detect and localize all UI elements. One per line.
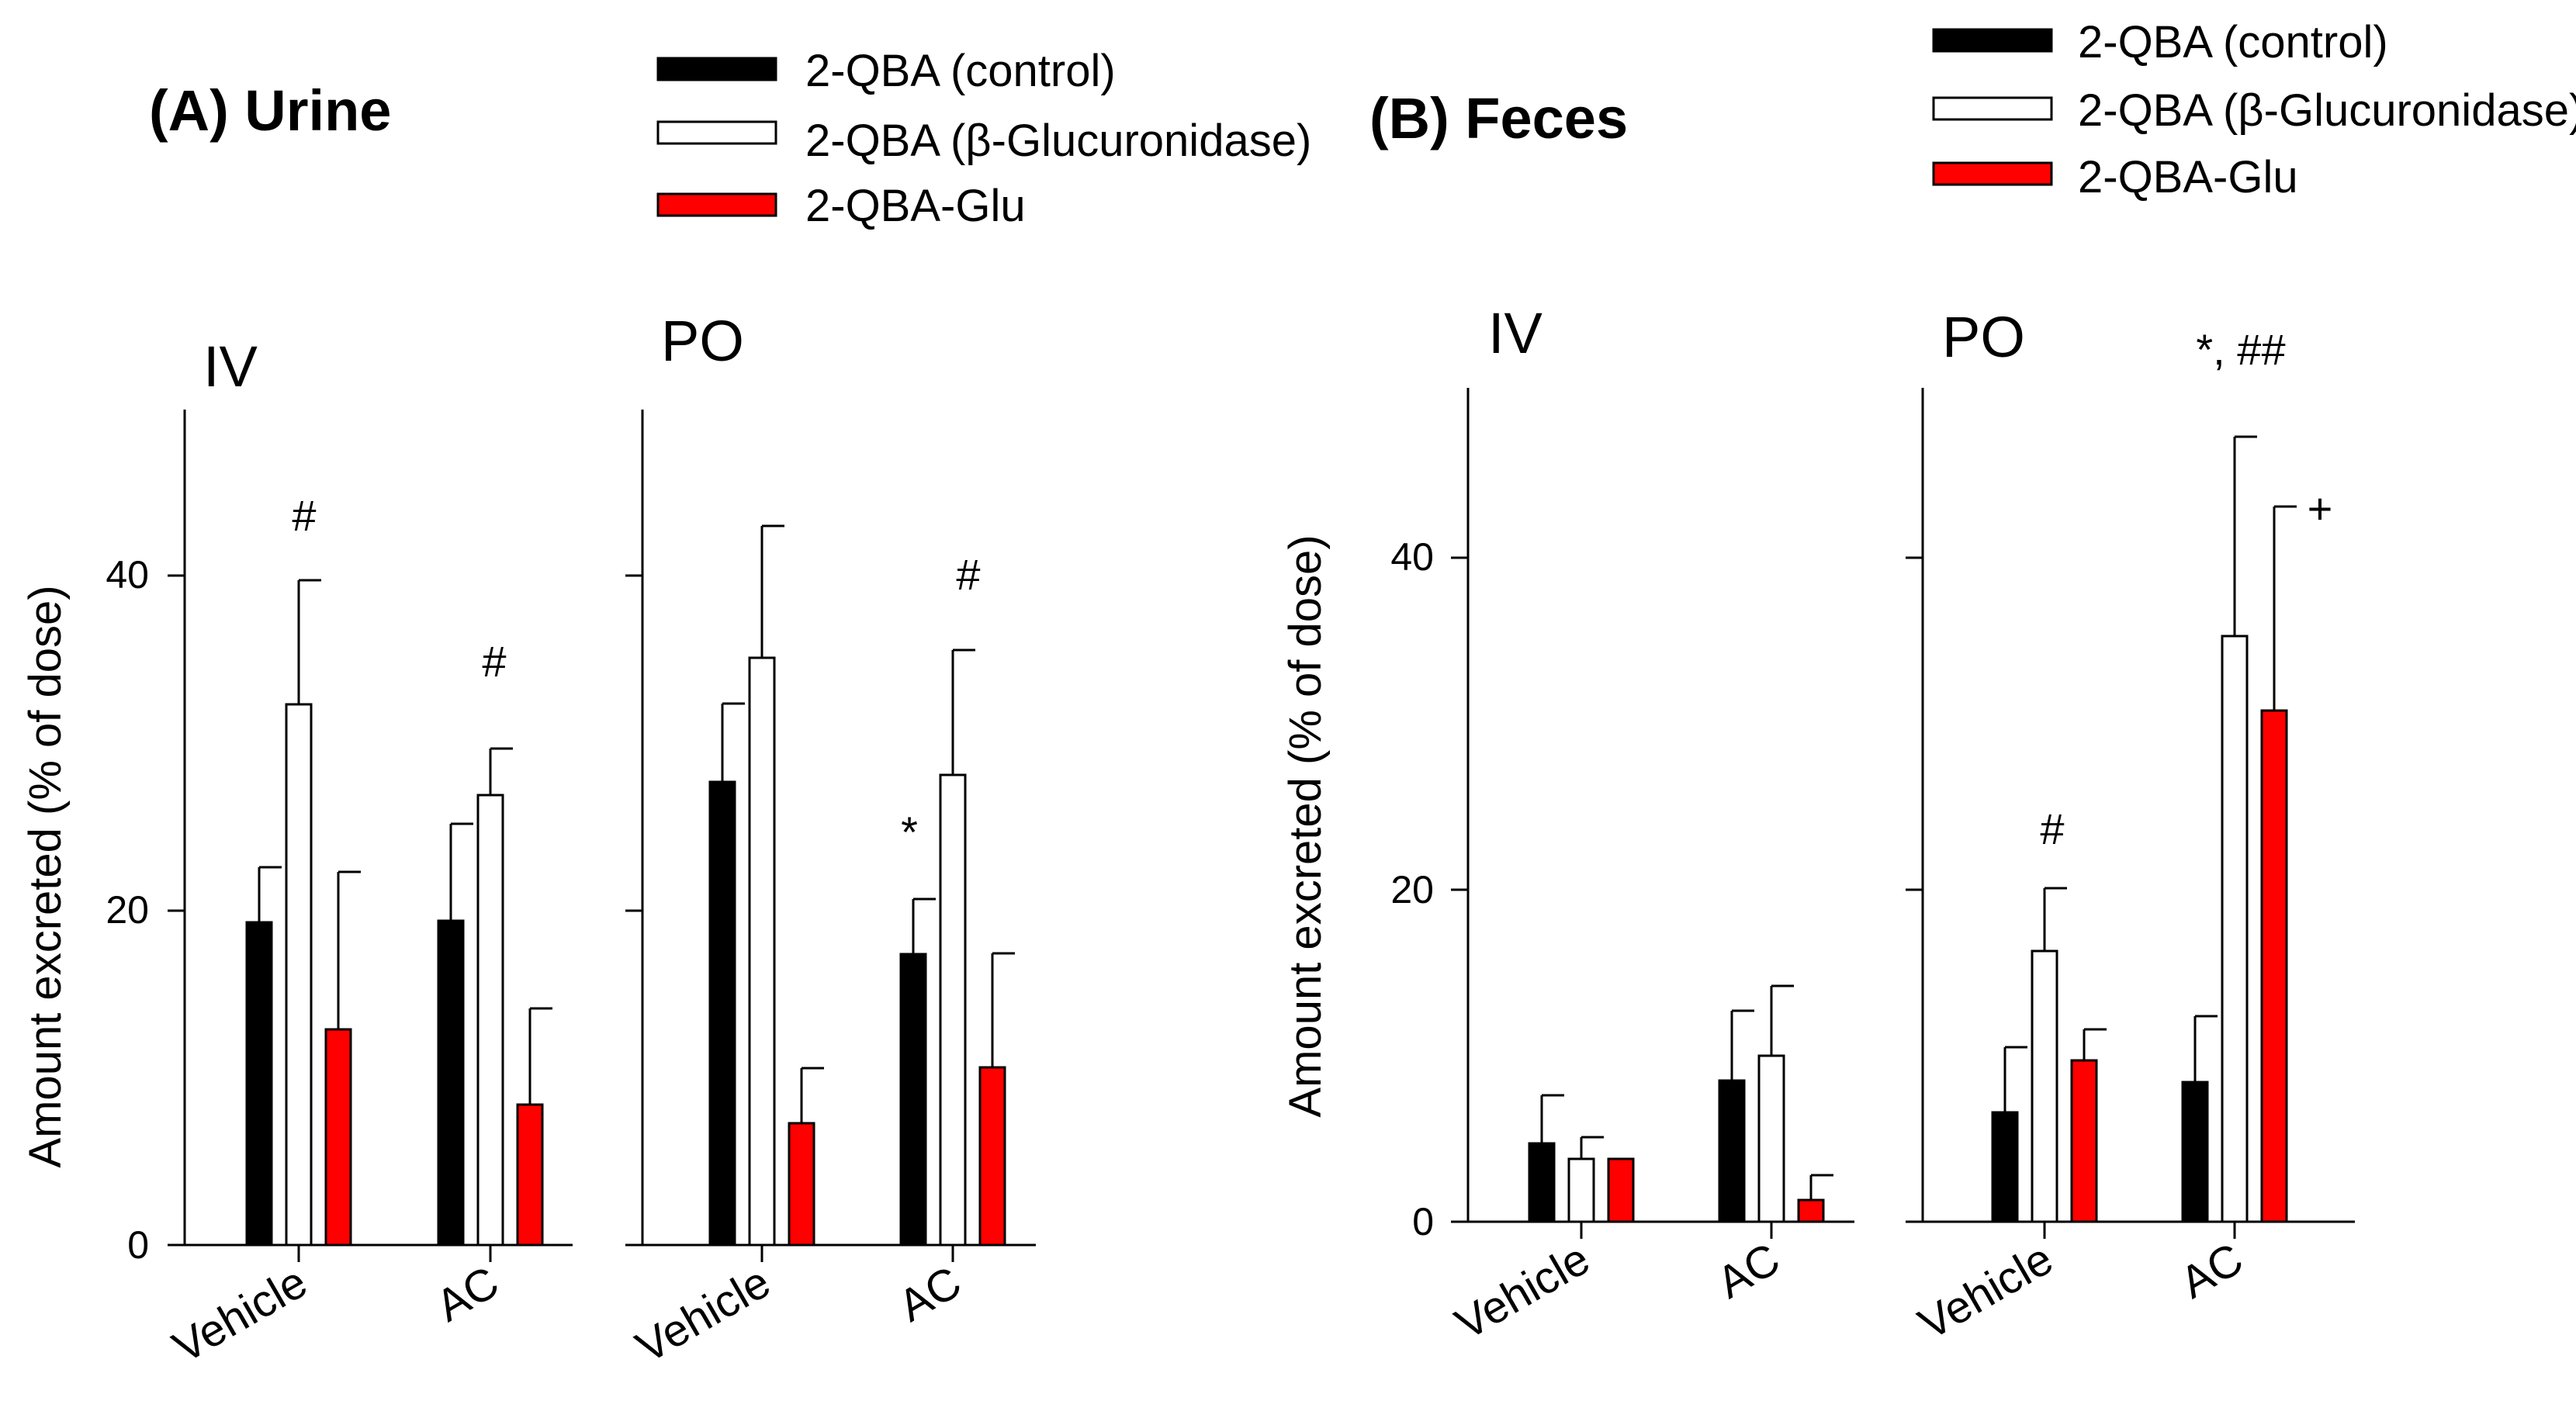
bar-iv-vehicle-glu	[324, 1028, 352, 1247]
bar-po-ac-enzyme	[939, 773, 967, 1247]
panel-a-y-axis-label: Amount excreted (% of dose)	[20, 585, 71, 1167]
panel-a-po-bars	[708, 656, 1006, 1247]
panel-a-y-ticks: 0 20 40	[106, 553, 149, 1267]
panel-b-y-axis-label: Amount excreted (% of dose)	[1280, 534, 1331, 1117]
legend-b-label-enzyme: 2-QBA (β-Glucuronidase)	[2078, 85, 2576, 136]
bar-iv-vehicle-enzyme	[285, 703, 313, 1247]
legend-b-swatch-enzyme	[1932, 96, 2053, 121]
bar-iv-ac-control	[437, 919, 465, 1247]
xtick-label-a-iv-ac: AC	[428, 1257, 507, 1332]
xtick-label-b-iv-ac: AC	[1709, 1233, 1788, 1309]
bar-po-vehicle-enzyme	[748, 656, 776, 1247]
bar-b-po-ac-control	[2181, 1081, 2209, 1223]
bar-b-po-vehicle-glu	[2070, 1059, 2098, 1223]
panel-a-iv-plot: # # Vehicle AC	[164, 410, 573, 1373]
legend-b-swatch-control	[1932, 28, 2053, 53]
bar-b-iv-ac-control	[1718, 1079, 1746, 1223]
panel-a-po-title: PO	[661, 309, 744, 373]
bar-b-po-ac-enzyme	[2221, 635, 2249, 1223]
legend-a-label-control: 2-QBA (control)	[805, 46, 1116, 96]
bar-b-po-vehicle-control	[1991, 1111, 2019, 1223]
bar-po-vehicle-glu	[788, 1122, 815, 1247]
panel-a-iv-title: IV	[203, 334, 258, 399]
panel-b-po-error-bars	[2003, 435, 2297, 1112]
bar-iv-vehicle-control	[245, 921, 273, 1247]
xtick-label-b-po-ac: AC	[2172, 1233, 2251, 1309]
panel-a-po-plot: * # Vehicle AC	[625, 410, 1036, 1373]
panel-b-y-ticks: 0 20 40	[1390, 535, 1434, 1243]
bar-b-po-vehicle-enzyme	[2031, 949, 2058, 1223]
xtick-label-b-po-vehicle: Vehicle	[1910, 1233, 2061, 1350]
legend-b-label-control: 2-QBA (control)	[2078, 17, 2388, 67]
bar-po-vehicle-control	[708, 780, 736, 1247]
panel-b-ytick-40: 40	[1390, 535, 1434, 579]
panel-b-title: (B) Feces	[1369, 86, 1628, 150]
bar-po-ac-control	[899, 953, 927, 1247]
legend-b: 2-QBA (control) 2-QBA (β-Glucuronidase) …	[1932, 17, 2576, 202]
legend-b-swatch-glu	[1932, 161, 2053, 186]
legend-a-label-enzyme: 2-QBA (β-Glucuronidase)	[805, 116, 1311, 166]
bar-b-iv-vehicle-glu	[1607, 1157, 1635, 1223]
bar-iv-ac-glu	[516, 1103, 544, 1247]
bar-b-iv-vehicle-enzyme	[1567, 1157, 1595, 1223]
panel-a-ytick-40: 40	[106, 553, 149, 597]
legend-a-label-glu: 2-QBA-Glu	[805, 181, 1026, 231]
legend-a-swatch-glu	[656, 192, 777, 217]
annotation-iv-ac-enzyme: #	[482, 637, 506, 686]
legend-a: 2-QBA (control) 2-QBA (β-Glucuronidase) …	[656, 46, 1311, 231]
bar-iv-ac-enzyme	[476, 794, 504, 1247]
annotation-b-po-ac-enzyme: *, ##	[2196, 325, 2285, 374]
annotation-po-ac-control: *	[901, 808, 918, 856]
panel-b-ytick-0: 0	[1412, 1200, 1434, 1243]
panel-b-iv-plot: Vehicle AC	[1447, 388, 1854, 1350]
panel-b-iv-error-bars	[1540, 984, 1833, 1200]
panel-a-ytick-0: 0	[127, 1223, 149, 1267]
xtick-label-a-po-ac: AC	[890, 1257, 969, 1332]
bar-b-iv-vehicle-control	[1528, 1142, 1556, 1223]
legend-b-label-glu: 2-QBA-Glu	[2078, 152, 2298, 202]
bar-po-ac-glu	[978, 1066, 1006, 1247]
annotation-po-ac-enzyme: #	[956, 550, 980, 599]
legend-a-swatch-enzyme	[656, 120, 777, 145]
panel-b-po-plot: # *, ## + Vehicle AC	[1906, 325, 2355, 1350]
panel-a-ytick-20: 20	[106, 888, 149, 932]
panel-a: (A) Urine 2-QBA (control) 2-QBA (β-Glucu…	[20, 46, 1311, 1373]
bar-b-iv-ac-enzyme	[1757, 1054, 1785, 1223]
panel-b-po-title: PO	[1942, 305, 2025, 369]
panel-b-iv-title: IV	[1488, 301, 1543, 365]
xtick-label-a-iv-vehicle: Vehicle	[164, 1257, 315, 1373]
panel-b-po-bars	[1991, 635, 2288, 1223]
panel-b-ytick-20: 20	[1390, 868, 1434, 911]
annotation-b-po-vehicle-enzyme: #	[2040, 804, 2064, 853]
panel-a-title: (A) Urine	[149, 78, 391, 143]
panel-a-po-error-bars	[721, 524, 1015, 1123]
annotation-iv-vehicle-enzyme: #	[292, 491, 316, 540]
legend-a-swatch-control	[656, 57, 777, 81]
bar-b-po-ac-glu	[2260, 709, 2288, 1223]
panel-a-iv-error-bars	[258, 579, 552, 1105]
annotation-b-po-ac-glu: +	[2308, 484, 2333, 533]
panel-b-iv-bars	[1528, 1054, 1825, 1223]
xtick-label-a-po-vehicle: Vehicle	[628, 1257, 778, 1373]
xtick-label-b-iv-vehicle: Vehicle	[1447, 1233, 1598, 1350]
panel-b: (B) Feces 2-QBA (control) 2-QBA (β-Glucu…	[1280, 17, 2576, 1350]
bar-b-iv-ac-glu	[1797, 1198, 1825, 1223]
panel-a-iv-bars	[245, 703, 544, 1247]
